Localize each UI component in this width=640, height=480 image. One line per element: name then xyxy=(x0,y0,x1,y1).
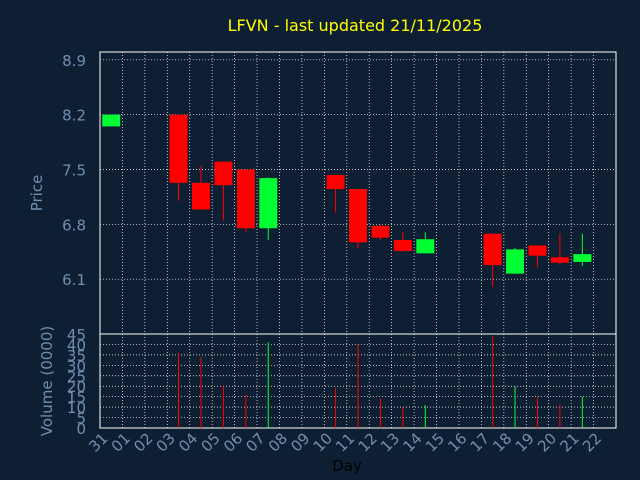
x-tick-label: 22 xyxy=(579,429,605,455)
volume-tick-label: 40 xyxy=(67,336,86,354)
volume-tick-label: 30 xyxy=(67,357,86,375)
volume-tick-label: 0 xyxy=(76,420,86,438)
price-tick-label: 8.2 xyxy=(62,107,86,125)
price-tick-label: 8.9 xyxy=(62,52,86,70)
volume-tick-label: 25 xyxy=(67,368,86,386)
volume-tick-label: 45 xyxy=(67,326,86,344)
candle-up xyxy=(259,178,278,229)
candle-down xyxy=(326,174,345,190)
volume-tick-label: 20 xyxy=(67,378,86,396)
chart-title: LFVN - last updated 21/11/2025 xyxy=(228,16,483,35)
candle-down xyxy=(550,257,569,263)
candle-up xyxy=(573,254,592,262)
candle-down xyxy=(169,114,188,183)
x-axis: 3101020304050607080910111213141516171819… xyxy=(85,429,605,455)
price-panel: 8.9 8.2 7.5 6.8 6.1 xyxy=(62,51,617,335)
candle-down xyxy=(393,240,412,251)
volume-tick-label: 5 xyxy=(76,410,86,428)
candle-down xyxy=(236,169,255,229)
candle-down xyxy=(483,233,502,266)
price-axis-label: Price xyxy=(28,175,46,212)
candle-up xyxy=(102,114,121,127)
candle-down xyxy=(349,189,367,243)
volume-tick-label: 35 xyxy=(67,347,86,365)
candle-up xyxy=(416,239,435,254)
candle-down xyxy=(371,225,390,238)
volume-tick-label: 15 xyxy=(67,389,86,407)
price-tick-label: 7.5 xyxy=(62,162,86,180)
price-tick-label: 6.8 xyxy=(62,216,86,234)
candle-up xyxy=(506,249,525,274)
volume-axis-label: Volume (0000) xyxy=(38,326,56,436)
candle-down xyxy=(191,182,210,210)
candle-down xyxy=(528,245,547,256)
price-tick-label: 6.1 xyxy=(62,271,86,289)
candle-down xyxy=(214,161,233,186)
volume-tick-label: 10 xyxy=(67,399,86,417)
x-axis-label: Day xyxy=(332,457,362,475)
